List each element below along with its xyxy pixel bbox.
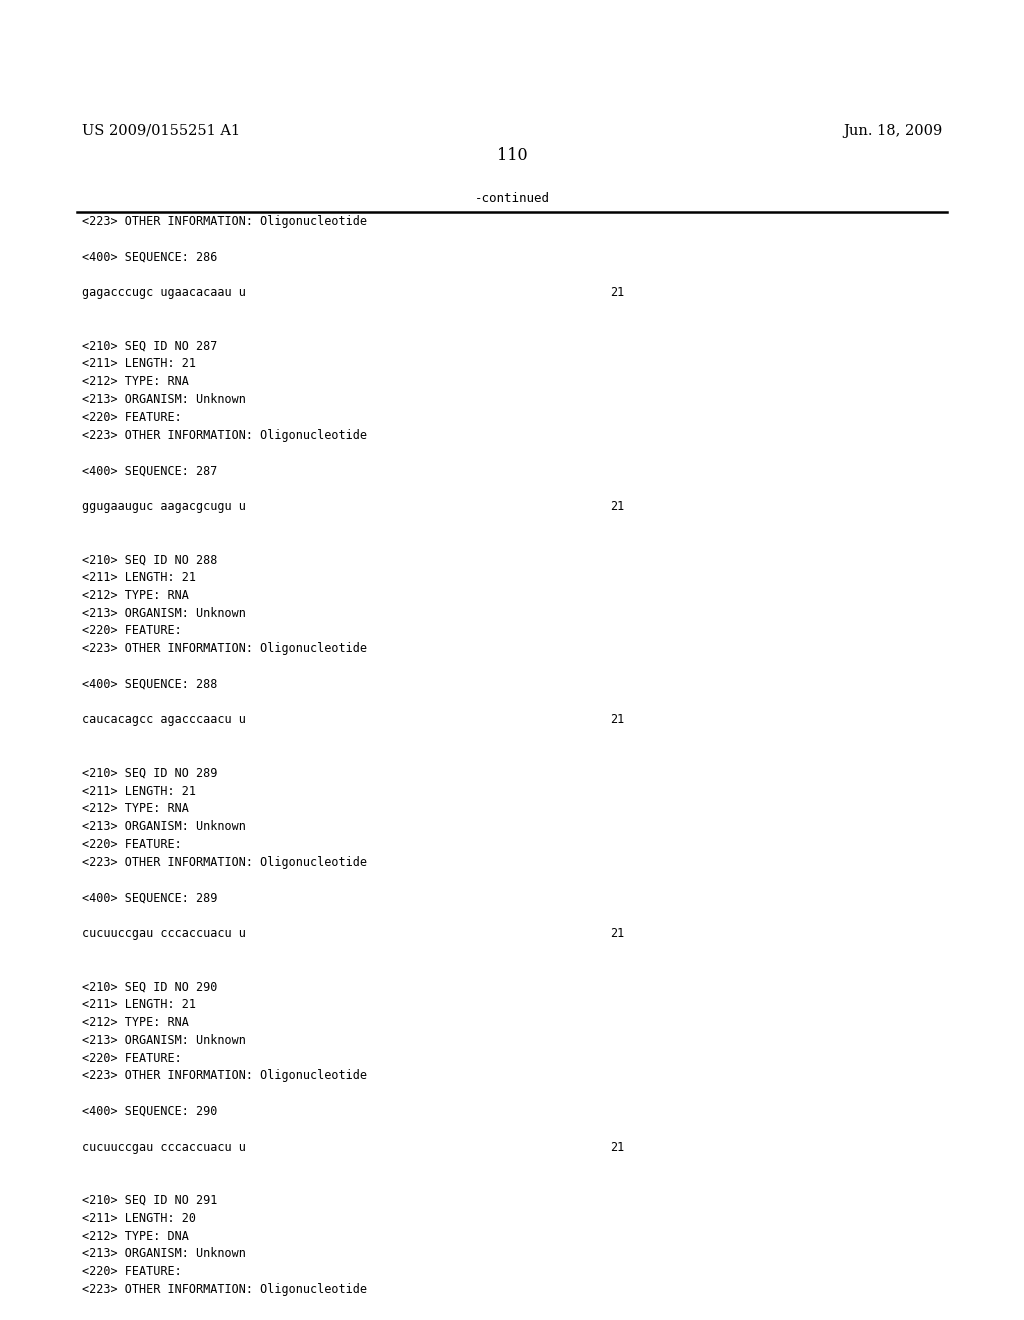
Text: -continued: -continued	[474, 191, 550, 205]
Text: <211> LENGTH: 21: <211> LENGTH: 21	[82, 784, 196, 797]
Text: <223> OTHER INFORMATION: Oligonucleotide: <223> OTHER INFORMATION: Oligonucleotide	[82, 643, 367, 655]
Text: 21: 21	[610, 500, 625, 512]
Text: <212> TYPE: RNA: <212> TYPE: RNA	[82, 375, 188, 388]
Text: <210> SEQ ID NO 291: <210> SEQ ID NO 291	[82, 1195, 217, 1206]
Text: <211> LENGTH: 20: <211> LENGTH: 20	[82, 1212, 196, 1225]
Text: <400> SEQUENCE: 287: <400> SEQUENCE: 287	[82, 465, 217, 478]
Text: 21: 21	[610, 713, 625, 726]
Text: <210> SEQ ID NO 289: <210> SEQ ID NO 289	[82, 767, 217, 780]
Text: <212> TYPE: RNA: <212> TYPE: RNA	[82, 803, 188, 816]
Text: <213> ORGANISM: Unknown: <213> ORGANISM: Unknown	[82, 1034, 246, 1047]
Text: <212> TYPE: DNA: <212> TYPE: DNA	[82, 1230, 188, 1242]
Text: 110: 110	[497, 147, 527, 164]
Text: <220> FEATURE:: <220> FEATURE:	[82, 624, 181, 638]
Text: ggugaauguc aagacgcugu u: ggugaauguc aagacgcugu u	[82, 500, 246, 512]
Text: <223> OTHER INFORMATION: Oligonucleotide: <223> OTHER INFORMATION: Oligonucleotide	[82, 855, 367, 869]
Text: <400> SEQUENCE: 291: <400> SEQUENCE: 291	[82, 1319, 217, 1320]
Text: <220> FEATURE:: <220> FEATURE:	[82, 1265, 181, 1278]
Text: <211> LENGTH: 21: <211> LENGTH: 21	[82, 572, 196, 583]
Text: 21: 21	[610, 927, 625, 940]
Text: <220> FEATURE:: <220> FEATURE:	[82, 411, 181, 424]
Text: <400> SEQUENCE: 288: <400> SEQUENCE: 288	[82, 677, 217, 690]
Text: <400> SEQUENCE: 289: <400> SEQUENCE: 289	[82, 891, 217, 904]
Text: <400> SEQUENCE: 290: <400> SEQUENCE: 290	[82, 1105, 217, 1118]
Text: <213> ORGANISM: Unknown: <213> ORGANISM: Unknown	[82, 607, 246, 619]
Text: <211> LENGTH: 21: <211> LENGTH: 21	[82, 998, 196, 1011]
Text: <212> TYPE: RNA: <212> TYPE: RNA	[82, 1016, 188, 1030]
Text: <212> TYPE: RNA: <212> TYPE: RNA	[82, 589, 188, 602]
Text: caucacagcc agacccaacu u: caucacagcc agacccaacu u	[82, 713, 246, 726]
Text: <223> OTHER INFORMATION: Oligonucleotide: <223> OTHER INFORMATION: Oligonucleotide	[82, 429, 367, 442]
Text: gagacccugc ugaacacaau u: gagacccugc ugaacacaau u	[82, 286, 246, 300]
Text: <223> OTHER INFORMATION: Oligonucleotide: <223> OTHER INFORMATION: Oligonucleotide	[82, 1069, 367, 1082]
Text: <213> ORGANISM: Unknown: <213> ORGANISM: Unknown	[82, 820, 246, 833]
Text: <220> FEATURE:: <220> FEATURE:	[82, 1052, 181, 1065]
Text: <210> SEQ ID NO 290: <210> SEQ ID NO 290	[82, 981, 217, 994]
Text: <223> OTHER INFORMATION: Oligonucleotide: <223> OTHER INFORMATION: Oligonucleotide	[82, 215, 367, 228]
Text: <211> LENGTH: 21: <211> LENGTH: 21	[82, 358, 196, 371]
Text: <210> SEQ ID NO 287: <210> SEQ ID NO 287	[82, 339, 217, 352]
Text: <213> ORGANISM: Unknown: <213> ORGANISM: Unknown	[82, 393, 246, 407]
Text: 21: 21	[610, 1140, 625, 1154]
Text: cucuuccgau cccaccuacu u: cucuuccgau cccaccuacu u	[82, 927, 246, 940]
Text: <223> OTHER INFORMATION: Oligonucleotide: <223> OTHER INFORMATION: Oligonucleotide	[82, 1283, 367, 1296]
Text: cucuuccgau cccaccuacu u: cucuuccgau cccaccuacu u	[82, 1140, 246, 1154]
Text: <210> SEQ ID NO 288: <210> SEQ ID NO 288	[82, 553, 217, 566]
Text: <400> SEQUENCE: 286: <400> SEQUENCE: 286	[82, 251, 217, 264]
Text: US 2009/0155251 A1: US 2009/0155251 A1	[82, 124, 240, 139]
Text: Jun. 18, 2009: Jun. 18, 2009	[843, 124, 942, 139]
Text: <213> ORGANISM: Unknown: <213> ORGANISM: Unknown	[82, 1247, 246, 1261]
Text: <220> FEATURE:: <220> FEATURE:	[82, 838, 181, 851]
Text: 21: 21	[610, 286, 625, 300]
